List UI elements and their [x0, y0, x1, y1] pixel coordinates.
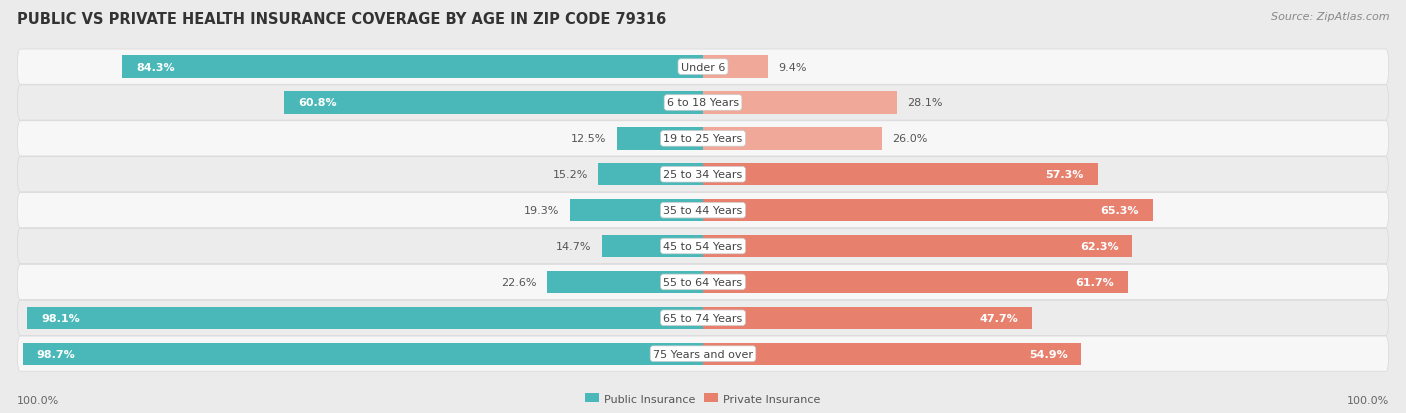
- Bar: [703, 92, 897, 114]
- Text: 100.0%: 100.0%: [1347, 395, 1389, 405]
- FancyBboxPatch shape: [17, 193, 1389, 228]
- Text: 35 to 44 Years: 35 to 44 Years: [664, 206, 742, 216]
- Text: 47.7%: 47.7%: [979, 313, 1018, 323]
- Text: 12.5%: 12.5%: [571, 134, 606, 144]
- Bar: [703, 271, 1128, 293]
- Text: 26.0%: 26.0%: [893, 134, 928, 144]
- Bar: [602, 235, 703, 258]
- Text: 6 to 18 Years: 6 to 18 Years: [666, 98, 740, 108]
- Text: Source: ZipAtlas.com: Source: ZipAtlas.com: [1271, 12, 1389, 22]
- Text: 55 to 64 Years: 55 to 64 Years: [664, 277, 742, 287]
- Text: 19 to 25 Years: 19 to 25 Years: [664, 134, 742, 144]
- Text: 75 Years and over: 75 Years and over: [652, 349, 754, 359]
- Bar: [22, 343, 703, 365]
- Text: 98.7%: 98.7%: [37, 349, 76, 359]
- FancyBboxPatch shape: [17, 229, 1389, 264]
- Text: 60.8%: 60.8%: [298, 98, 336, 108]
- FancyBboxPatch shape: [17, 336, 1389, 371]
- Text: 65 to 74 Years: 65 to 74 Years: [664, 313, 742, 323]
- FancyBboxPatch shape: [17, 157, 1389, 192]
- Bar: [547, 271, 703, 293]
- Bar: [284, 92, 703, 114]
- Text: 14.7%: 14.7%: [555, 242, 592, 252]
- Text: 15.2%: 15.2%: [553, 170, 588, 180]
- Bar: [703, 56, 768, 78]
- Text: 98.1%: 98.1%: [41, 313, 80, 323]
- Text: 57.3%: 57.3%: [1046, 170, 1084, 180]
- Bar: [122, 56, 703, 78]
- Bar: [703, 128, 882, 150]
- Text: 28.1%: 28.1%: [907, 98, 942, 108]
- Text: 45 to 54 Years: 45 to 54 Years: [664, 242, 742, 252]
- Bar: [617, 128, 703, 150]
- FancyBboxPatch shape: [17, 50, 1389, 85]
- Text: PUBLIC VS PRIVATE HEALTH INSURANCE COVERAGE BY AGE IN ZIP CODE 79316: PUBLIC VS PRIVATE HEALTH INSURANCE COVER…: [17, 12, 666, 27]
- Text: 25 to 34 Years: 25 to 34 Years: [664, 170, 742, 180]
- FancyBboxPatch shape: [17, 86, 1389, 121]
- Text: 84.3%: 84.3%: [136, 62, 174, 72]
- Text: 22.6%: 22.6%: [502, 277, 537, 287]
- Bar: [703, 235, 1132, 258]
- FancyBboxPatch shape: [17, 301, 1389, 335]
- Text: 9.4%: 9.4%: [778, 62, 807, 72]
- FancyBboxPatch shape: [17, 265, 1389, 300]
- Bar: [703, 199, 1153, 222]
- Text: 100.0%: 100.0%: [17, 395, 59, 405]
- Bar: [703, 164, 1098, 186]
- Bar: [703, 307, 1032, 329]
- Bar: [599, 164, 703, 186]
- Text: 61.7%: 61.7%: [1076, 277, 1115, 287]
- Text: Under 6: Under 6: [681, 62, 725, 72]
- Bar: [703, 343, 1081, 365]
- Legend: Public Insurance, Private Insurance: Public Insurance, Private Insurance: [581, 389, 825, 408]
- Text: 54.9%: 54.9%: [1029, 349, 1067, 359]
- Text: 19.3%: 19.3%: [524, 206, 560, 216]
- Text: 65.3%: 65.3%: [1101, 206, 1139, 216]
- Bar: [27, 307, 703, 329]
- Bar: [569, 199, 703, 222]
- FancyBboxPatch shape: [17, 121, 1389, 157]
- Text: 62.3%: 62.3%: [1080, 242, 1118, 252]
